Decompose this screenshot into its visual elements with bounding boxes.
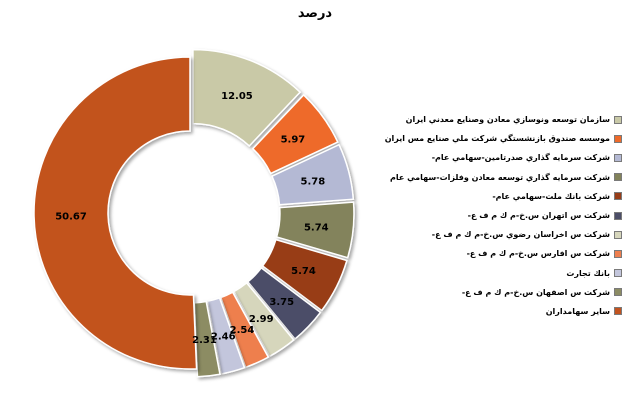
- donut-slice: [219, 291, 270, 369]
- donut-slice: [270, 143, 355, 206]
- legend-item: سازمان توسعه ونوسازي معادن وصنايع معدني …: [400, 110, 622, 129]
- legend-swatch: [614, 269, 622, 278]
- legend-label: شركت س افارس س.خ-م ك م ف ع-: [466, 249, 610, 259]
- data-label: 5.74: [304, 222, 329, 233]
- legend-swatch: [614, 173, 622, 182]
- legend-item: بانك تجارت: [400, 264, 622, 283]
- legend-label: شركت س اصفهان س.خ-م ك م ف ع-: [461, 287, 610, 297]
- legend-swatch: [614, 249, 622, 258]
- legend-label: ساير سهامداران: [545, 306, 610, 316]
- donut-slice: [232, 281, 295, 358]
- data-label: 5.78: [300, 177, 325, 188]
- legend-label: شركت س اتهران س.خ-م ك م ف ع-: [467, 211, 610, 221]
- donut-slice: [206, 297, 246, 375]
- data-label: 5.74: [291, 266, 316, 277]
- legend-label: شركت س اخراسان رضوي س.خ-م ك م ف ع-: [431, 230, 610, 240]
- legend-swatch: [614, 115, 622, 124]
- legend-item: شركت بانك ملت-سهامي عام-: [400, 187, 622, 206]
- donut-slice: [251, 93, 339, 175]
- legend-swatch: [614, 134, 622, 143]
- chart-title: درصد: [297, 6, 333, 21]
- legend-item: ساير سهامداران: [400, 302, 622, 321]
- data-label: 12.05: [221, 91, 253, 102]
- legend-item: شركت س اخراسان رضوي س.خ-م ك م ف ع-: [400, 225, 622, 244]
- legend-label: شركت سرمايه گذاري صدرتامين-سهامي عام-: [431, 153, 610, 163]
- legend-label: بانك تجارت: [566, 268, 610, 278]
- data-label: 2.31: [192, 335, 217, 346]
- legend-item: شركت س اصفهان س.خ-م ك م ف ع-: [400, 283, 622, 302]
- legend-item: موسسه صندوق بازنشستگي شركت ملي صنايع مس …: [385, 129, 622, 148]
- legend-label: شركت سرمايه گذاري توسعه معادن وفلزات-سها…: [389, 172, 610, 182]
- data-label: 3.75: [269, 297, 294, 308]
- legend-item: شركت س افارس س.خ-م ك م ف ع-: [400, 244, 622, 263]
- data-label: 2.46: [211, 332, 236, 343]
- legend-item: شركت سرمايه گذاري توسعه معادن وفلزات-سها…: [390, 168, 622, 187]
- legend-swatch: [614, 307, 622, 316]
- data-label: 5.97: [281, 135, 306, 146]
- donut-slice: [33, 56, 198, 370]
- donut-slice: [261, 238, 348, 312]
- donut-slice: [192, 48, 302, 148]
- legend-swatch: [614, 211, 622, 220]
- legend-swatch: [614, 153, 622, 162]
- legend-item: شركت سرمايه گذاري صدرتامين-سهامي عام-: [400, 148, 622, 167]
- legend-swatch: [614, 230, 622, 239]
- legend-swatch: [614, 288, 622, 297]
- legend-item: شركت س اتهران س.خ-م ك م ف ع-: [400, 206, 622, 225]
- legend: سازمان توسعه ونوسازي معادن وصنايع معدني …: [385, 110, 622, 321]
- legend-label: موسسه صندوق بازنشستگي شركت ملي صنايع مس …: [384, 134, 610, 144]
- donut-slice: [246, 266, 322, 340]
- legend-swatch: [614, 192, 622, 201]
- data-label: 2.54: [230, 325, 255, 336]
- legend-label: سازمان توسعه ونوسازي معادن وصنايع معدني …: [405, 115, 610, 125]
- legend-label: شركت بانك ملت-سهامي عام-: [492, 191, 610, 201]
- donut-slice: [275, 201, 355, 259]
- data-label: 2.99: [249, 314, 274, 325]
- data-label: 50.67: [55, 212, 87, 223]
